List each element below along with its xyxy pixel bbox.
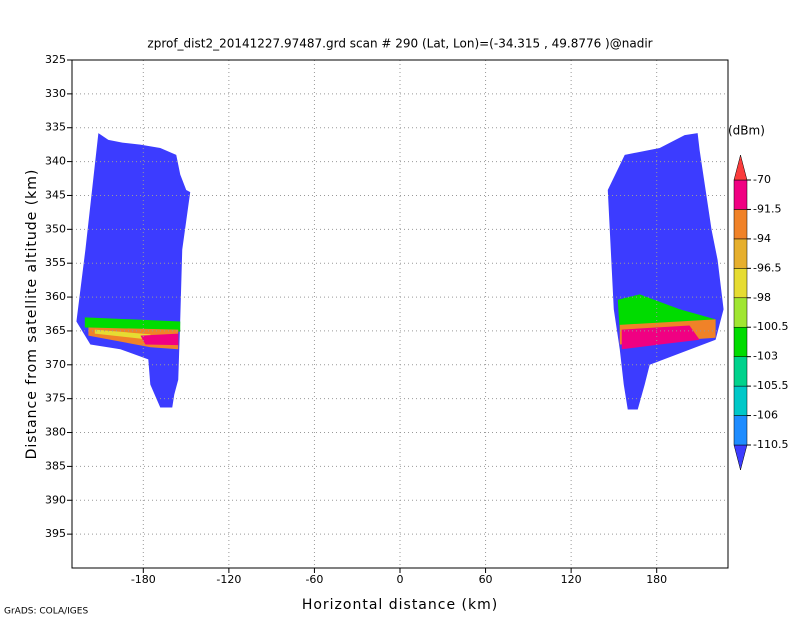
y-tick-label: 345 (45, 188, 66, 201)
colorbar-box (733, 385, 748, 416)
y-tick-label: 375 (45, 392, 66, 405)
x-tick-label: -60 (305, 573, 323, 586)
colorbar-box (733, 238, 748, 269)
x-axis-label: Horizontal distance (km) (302, 597, 498, 613)
colorbar-label: -103 (753, 350, 778, 363)
x-tick-label: -180 (131, 573, 156, 586)
chart-title: zprof_dist2_20141227.97487.grd scan # 29… (147, 37, 652, 51)
colorbar-label: -100.5 (753, 320, 788, 333)
x-tick-label: -120 (216, 573, 241, 586)
contour-region (140, 333, 179, 346)
y-tick-label: 380 (45, 426, 66, 439)
plot-frame (71, 59, 729, 569)
colorbar-over (733, 154, 748, 181)
colorbar-label: -105.5 (753, 379, 788, 392)
y-tick-label: 390 (45, 493, 66, 506)
y-tick-label: 350 (45, 222, 66, 235)
y-tick-label: 325 (45, 53, 66, 66)
contour-region (621, 325, 700, 350)
colorbar-label: -70 (753, 173, 771, 186)
y-tick-label: 330 (45, 87, 66, 100)
contour-region (76, 133, 191, 408)
colorbar-label: -98 (753, 291, 771, 304)
colorbar-box (733, 179, 748, 210)
y-tick-label: 360 (45, 290, 66, 303)
y-tick-label: 395 (45, 527, 66, 540)
credit: GrADS: COLA/IGES (4, 607, 88, 617)
x-tick-label: 60 (479, 573, 493, 586)
x-tick-label: 0 (397, 573, 404, 586)
y-tick-label: 365 (45, 324, 66, 337)
x-tick-label: 120 (561, 573, 582, 586)
colorbar-unit: (dBm) (728, 124, 765, 138)
y-axis-label: Distance from satellite altitude (km) (24, 169, 40, 460)
y-tick-label: 385 (45, 459, 66, 472)
y-tick-label: 340 (45, 155, 66, 168)
colorbar-label: -94 (753, 232, 771, 245)
colorbar-box (733, 415, 748, 446)
colorbar-box (733, 326, 748, 357)
y-tick-label: 335 (45, 121, 66, 134)
x-tick-label: 180 (646, 573, 667, 586)
colorbar-box (733, 268, 748, 299)
y-tick-label: 355 (45, 256, 66, 269)
colorbar-box (733, 209, 748, 240)
colorbar-label: -96.5 (753, 261, 781, 274)
colorbar-label: -91.5 (753, 202, 781, 215)
colorbar-box (733, 297, 748, 328)
colorbar-label: -110.5 (753, 438, 788, 451)
y-tick-label: 370 (45, 358, 66, 371)
colorbar-box (733, 356, 748, 387)
contour-region (94, 329, 151, 340)
colorbar-under (733, 444, 748, 471)
contour-region (607, 133, 724, 410)
colorbar-label: -106 (753, 409, 778, 422)
